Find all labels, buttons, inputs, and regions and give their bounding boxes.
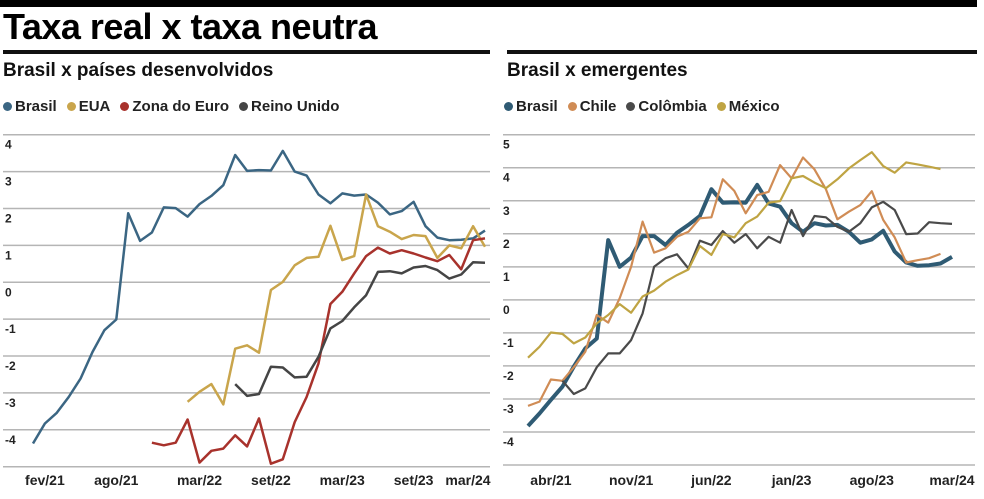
y-tick-label: 5 (503, 138, 510, 152)
y-tick-label: 4 (503, 171, 510, 185)
y-tick-label: 3 (5, 175, 12, 189)
series-line-reino-unido (234, 261, 486, 398)
y-tick-label: -1 (503, 336, 514, 350)
y-tick-label: 2 (5, 211, 12, 225)
divider-left (3, 50, 490, 54)
x-tick-label: mar/24 (445, 472, 490, 488)
page-title: Taxa real x taxa neutra (3, 6, 378, 47)
x-tick-label: set/23 (394, 472, 434, 488)
y-tick-label: -2 (5, 359, 16, 373)
x-tick-label: nov/21 (609, 472, 654, 488)
x-tick-label: mar/24 (929, 472, 974, 488)
legend-label: Colômbia (638, 98, 707, 115)
top-bar (0, 0, 977, 7)
chart-title-emerging: Brasil x emergentes (507, 60, 688, 81)
legend-label: Zona do Euro (132, 98, 230, 115)
legend-emerging: Brasil Chile Colômbia México (504, 98, 780, 115)
y-tick-label: -2 (503, 369, 514, 383)
y-tick-label: 0 (5, 285, 12, 299)
y-tick-label: 3 (503, 204, 510, 218)
series-line-zona-do-euro (151, 237, 486, 465)
y-tick-label: 1 (5, 248, 12, 262)
y-tick-label: -3 (503, 402, 514, 416)
y-tick-label: -3 (5, 396, 16, 410)
legend-dot-icon (504, 102, 513, 111)
x-tick-label: fev/21 (25, 472, 65, 488)
y-tick-label: -4 (503, 435, 514, 449)
series-line-eua (186, 193, 487, 406)
x-tick-label: set/22 (251, 472, 291, 488)
divider-right (507, 50, 977, 54)
legend-item: Zona do Euro (120, 98, 229, 115)
series-line-brasil (526, 182, 953, 428)
legend-item: EUA (66, 98, 111, 115)
legend-dot-icon (626, 102, 636, 111)
legend-label: Brasil (15, 98, 57, 115)
x-tick-label: abr/21 (530, 472, 571, 488)
legend-item: Brasil (3, 98, 57, 115)
legend-dot-icon (120, 102, 130, 111)
legend-item: Chile (567, 98, 617, 115)
series-line-méxico (527, 151, 941, 359)
legend-label: Brasil (516, 98, 558, 115)
legend-label: México (728, 98, 780, 115)
legend-dot-icon (3, 102, 12, 111)
legend-developed: Brasil EUA Zona do Euro Reino Unido (3, 98, 339, 115)
x-tick-label: mar/22 (177, 472, 222, 488)
x-tick-label: mar/23 (320, 472, 365, 488)
legend-dot-icon (716, 102, 726, 111)
legend-label: Reino Unido (251, 98, 340, 115)
legend-label: Chile (579, 98, 617, 115)
y-tick-label: -4 (5, 433, 16, 447)
legend-label: EUA (78, 98, 111, 115)
x-tick-label: ago/21 (94, 472, 139, 488)
y-tick-label: 4 (5, 138, 12, 152)
legend-dot-icon (66, 102, 76, 111)
x-tick-label: ago/23 (850, 472, 895, 488)
legend-dot-icon (567, 102, 577, 111)
legend-item: Reino Unido (239, 98, 339, 115)
x-tick-label: jun/22 (690, 472, 732, 488)
series-line-chile (527, 156, 941, 407)
y-tick-label: 2 (503, 237, 510, 251)
y-tick-label: 1 (503, 270, 510, 284)
x-tick-label: jan/23 (771, 472, 812, 488)
chart-title-developed: Brasil x países desenvolvidos (3, 60, 274, 81)
legend-item: México (716, 98, 780, 115)
legend-dot-icon (239, 102, 249, 111)
y-tick-label: -1 (5, 322, 16, 336)
y-tick-label: 0 (503, 303, 510, 317)
series-line-colômbia (561, 200, 953, 396)
series-line-brasil (31, 149, 486, 445)
legend-item: Brasil (504, 98, 558, 115)
legend-item: Colômbia (626, 98, 707, 115)
